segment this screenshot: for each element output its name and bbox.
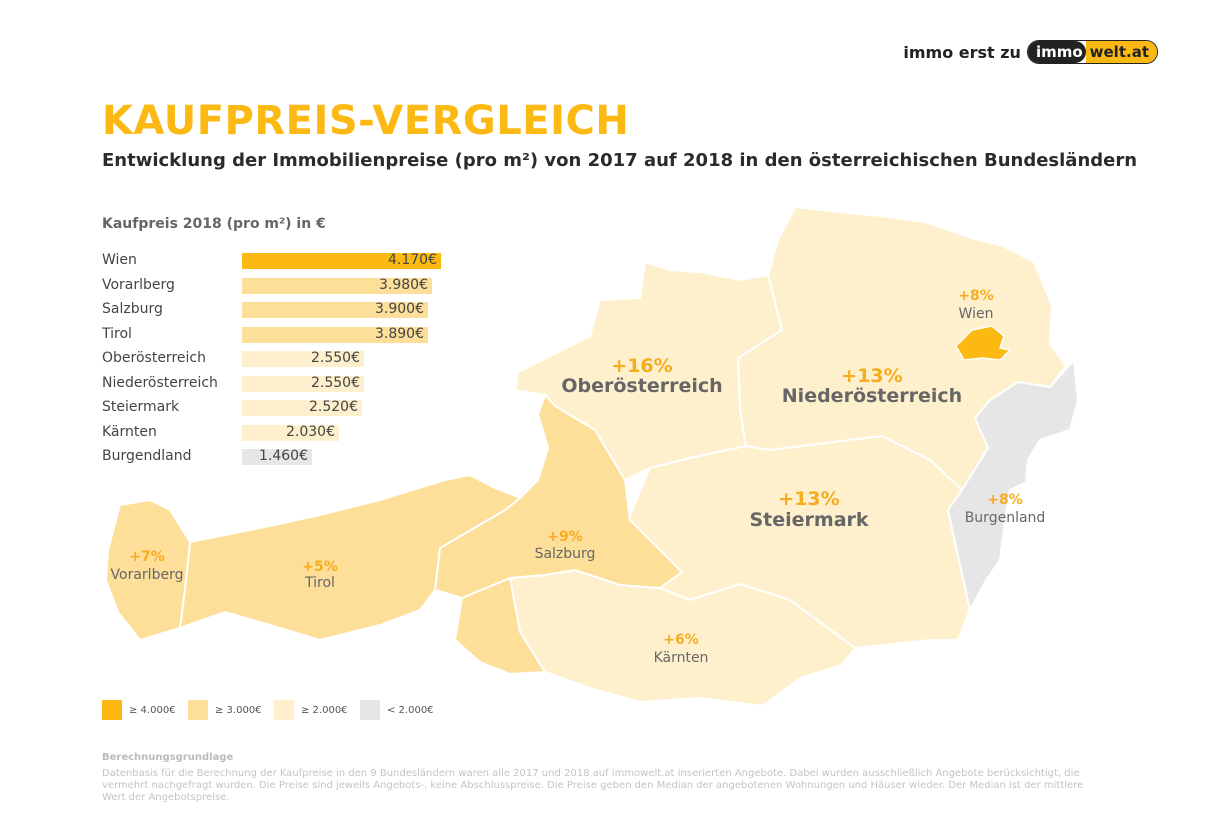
bar-value-label: 2.550€ — [311, 350, 360, 366]
bar-value-label: 2.030€ — [286, 423, 335, 440]
bar — [242, 424, 339, 441]
label-steiermark: Steiermark — [749, 509, 868, 531]
legend-swatch-ge3000 — [188, 700, 208, 720]
pct-niederoesterreich: +13% — [841, 365, 902, 387]
brand: immo erst zu immo welt.at — [903, 40, 1158, 64]
legend-label-lt2000: < 2.000€ — [387, 705, 434, 716]
bar — [242, 351, 364, 367]
label-vorarlberg: Vorarlberg — [111, 567, 184, 583]
bar-value-label: 3.980€ — [379, 276, 428, 293]
page-subtitle: Entwicklung der Immobilienpreise (pro m²… — [102, 150, 1138, 171]
legend-label-ge3000: ≥ 3.000€ — [215, 705, 262, 716]
bar — [242, 253, 441, 269]
bar-label: Burgendland — [102, 448, 192, 464]
bar-label: Vorarlberg — [102, 276, 175, 293]
region-salzburg — [433, 393, 684, 600]
bar — [242, 375, 364, 392]
bar-value-label: 3.890€ — [375, 325, 424, 342]
bar — [242, 400, 362, 416]
label-niederoesterreich: Niederösterreich — [782, 385, 962, 407]
brand-logo-part-b: welt.at — [1085, 41, 1157, 63]
bar-value-label: 3.900€ — [375, 301, 424, 317]
legend-label-ge4000: ≥ 4.000€ — [129, 705, 176, 716]
bar-label: Kärnten — [102, 423, 157, 440]
bar-value-label: 2.550€ — [311, 374, 360, 391]
bar — [242, 326, 428, 343]
bar — [242, 302, 428, 318]
region-burgenland — [946, 357, 1080, 613]
chart-title: Kaufpreis 2018 (pro m²) in € — [102, 216, 326, 232]
brand-logo-part-a: immo — [1027, 41, 1086, 63]
basis-heading: Berechnungsgrundlage — [102, 752, 234, 763]
pct-oberoesterreich: +16% — [611, 355, 672, 377]
bar-label: Salzburg — [102, 301, 163, 317]
bar-label: Wien — [102, 252, 137, 268]
pct-steiermark: +13% — [778, 488, 839, 510]
region-tirol — [178, 473, 522, 642]
bar-value-label: 2.520€ — [309, 399, 358, 415]
brand-tagline: immo erst zu — [903, 42, 1021, 62]
bar — [242, 277, 432, 294]
bar-value-label: 4.170€ — [388, 252, 437, 268]
label-burgenland: Burgenland — [965, 510, 1046, 526]
region-wien — [955, 325, 1012, 361]
brand-logo[interactable]: immo welt.at — [1026, 40, 1158, 64]
pct-wien: +8% — [958, 288, 994, 304]
bar-label: Oberösterreich — [102, 350, 206, 366]
legend-swatch-ge4000 — [102, 700, 122, 720]
pct-burgenland: +8% — [987, 492, 1023, 508]
label-salzburg: Salzburg — [535, 546, 596, 562]
bar — [242, 449, 312, 465]
bar-label: Steiermark — [102, 399, 180, 415]
legend-swatch-ge2000 — [274, 700, 294, 720]
pct-kaernten: +6% — [663, 632, 699, 648]
legend-swatch-lt2000 — [360, 700, 380, 720]
basis-text: Datenbasis für die Berechnung der Kaufpr… — [102, 768, 1084, 803]
label-kaernten: Kärnten — [654, 650, 709, 666]
bar-label: Niederösterreich — [102, 374, 218, 391]
label-oberoesterreich: Oberösterreich — [561, 375, 722, 397]
bar-label: Tirol — [102, 325, 132, 342]
label-wien: Wien — [959, 306, 994, 322]
pct-vorarlberg: +7% — [129, 549, 165, 565]
region-tirol-ost — [453, 576, 547, 676]
pct-salzburg: +9% — [547, 529, 583, 545]
page-title: KAUFPREIS-VERGLEICH — [102, 98, 630, 144]
pct-tirol: +5% — [302, 559, 338, 575]
legend-label-ge2000: ≥ 2.000€ — [301, 705, 348, 716]
region-vorarlberg — [104, 498, 192, 642]
label-tirol: Tirol — [304, 575, 335, 591]
bar-value-label: 1.460€ — [259, 448, 308, 464]
